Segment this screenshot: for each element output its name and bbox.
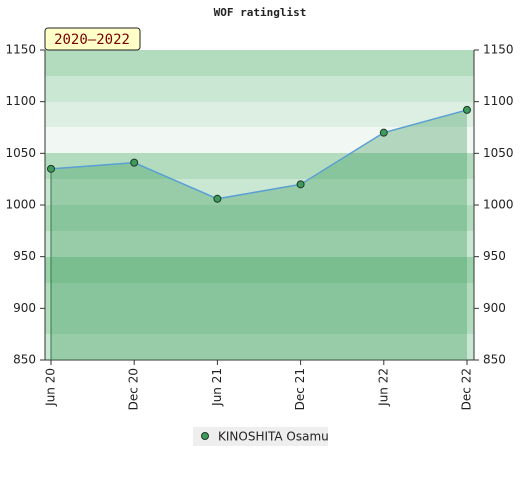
y-tick-label: 1100 — [5, 94, 36, 108]
line — [50, 109, 468, 200]
marker — [47, 164, 55, 173]
y-tick-label: 1050 — [5, 146, 36, 160]
legend-marker — [201, 432, 209, 440]
y2-tick-label: 850 — [483, 353, 506, 367]
x-tick-label: Dec 20 — [127, 368, 141, 410]
y2-tick-label: 1100 — [483, 94, 514, 108]
y2-tick-label: 900 — [483, 301, 506, 315]
y2-tick-label: 950 — [483, 249, 506, 263]
legend-label: KINOSHITA Osamu — [218, 430, 329, 444]
legend — [193, 427, 328, 446]
marker — [213, 194, 222, 203]
marker — [130, 158, 139, 167]
y-tick-label: 950 — [13, 249, 36, 263]
x-tick-label: Dec 22 — [460, 368, 474, 410]
x-tick-label: Jun 21 — [210, 368, 224, 407]
chart-title: WOF ratinglist — [214, 6, 307, 19]
tag-box — [44, 27, 141, 51]
y2-tick-label: 1150 — [483, 43, 514, 57]
y-tick-label: 900 — [13, 301, 36, 315]
x-tick-label: Jun 22 — [376, 368, 390, 407]
x-tick-label: Jun 20 — [44, 368, 58, 407]
y-tick-label: 1000 — [5, 198, 36, 212]
y-tick-label: 1150 — [5, 43, 36, 57]
y2-tick-label: 1050 — [483, 146, 514, 160]
marker — [379, 128, 388, 137]
y2-tick-label: 1000 — [483, 198, 514, 212]
tag: 2020–2022 — [54, 32, 130, 48]
marker — [463, 105, 471, 114]
y-tick-label: 850 — [13, 353, 36, 367]
background-bands — [45, 50, 474, 360]
marker — [296, 180, 305, 189]
x-tick-label: Dec 21 — [293, 368, 307, 410]
